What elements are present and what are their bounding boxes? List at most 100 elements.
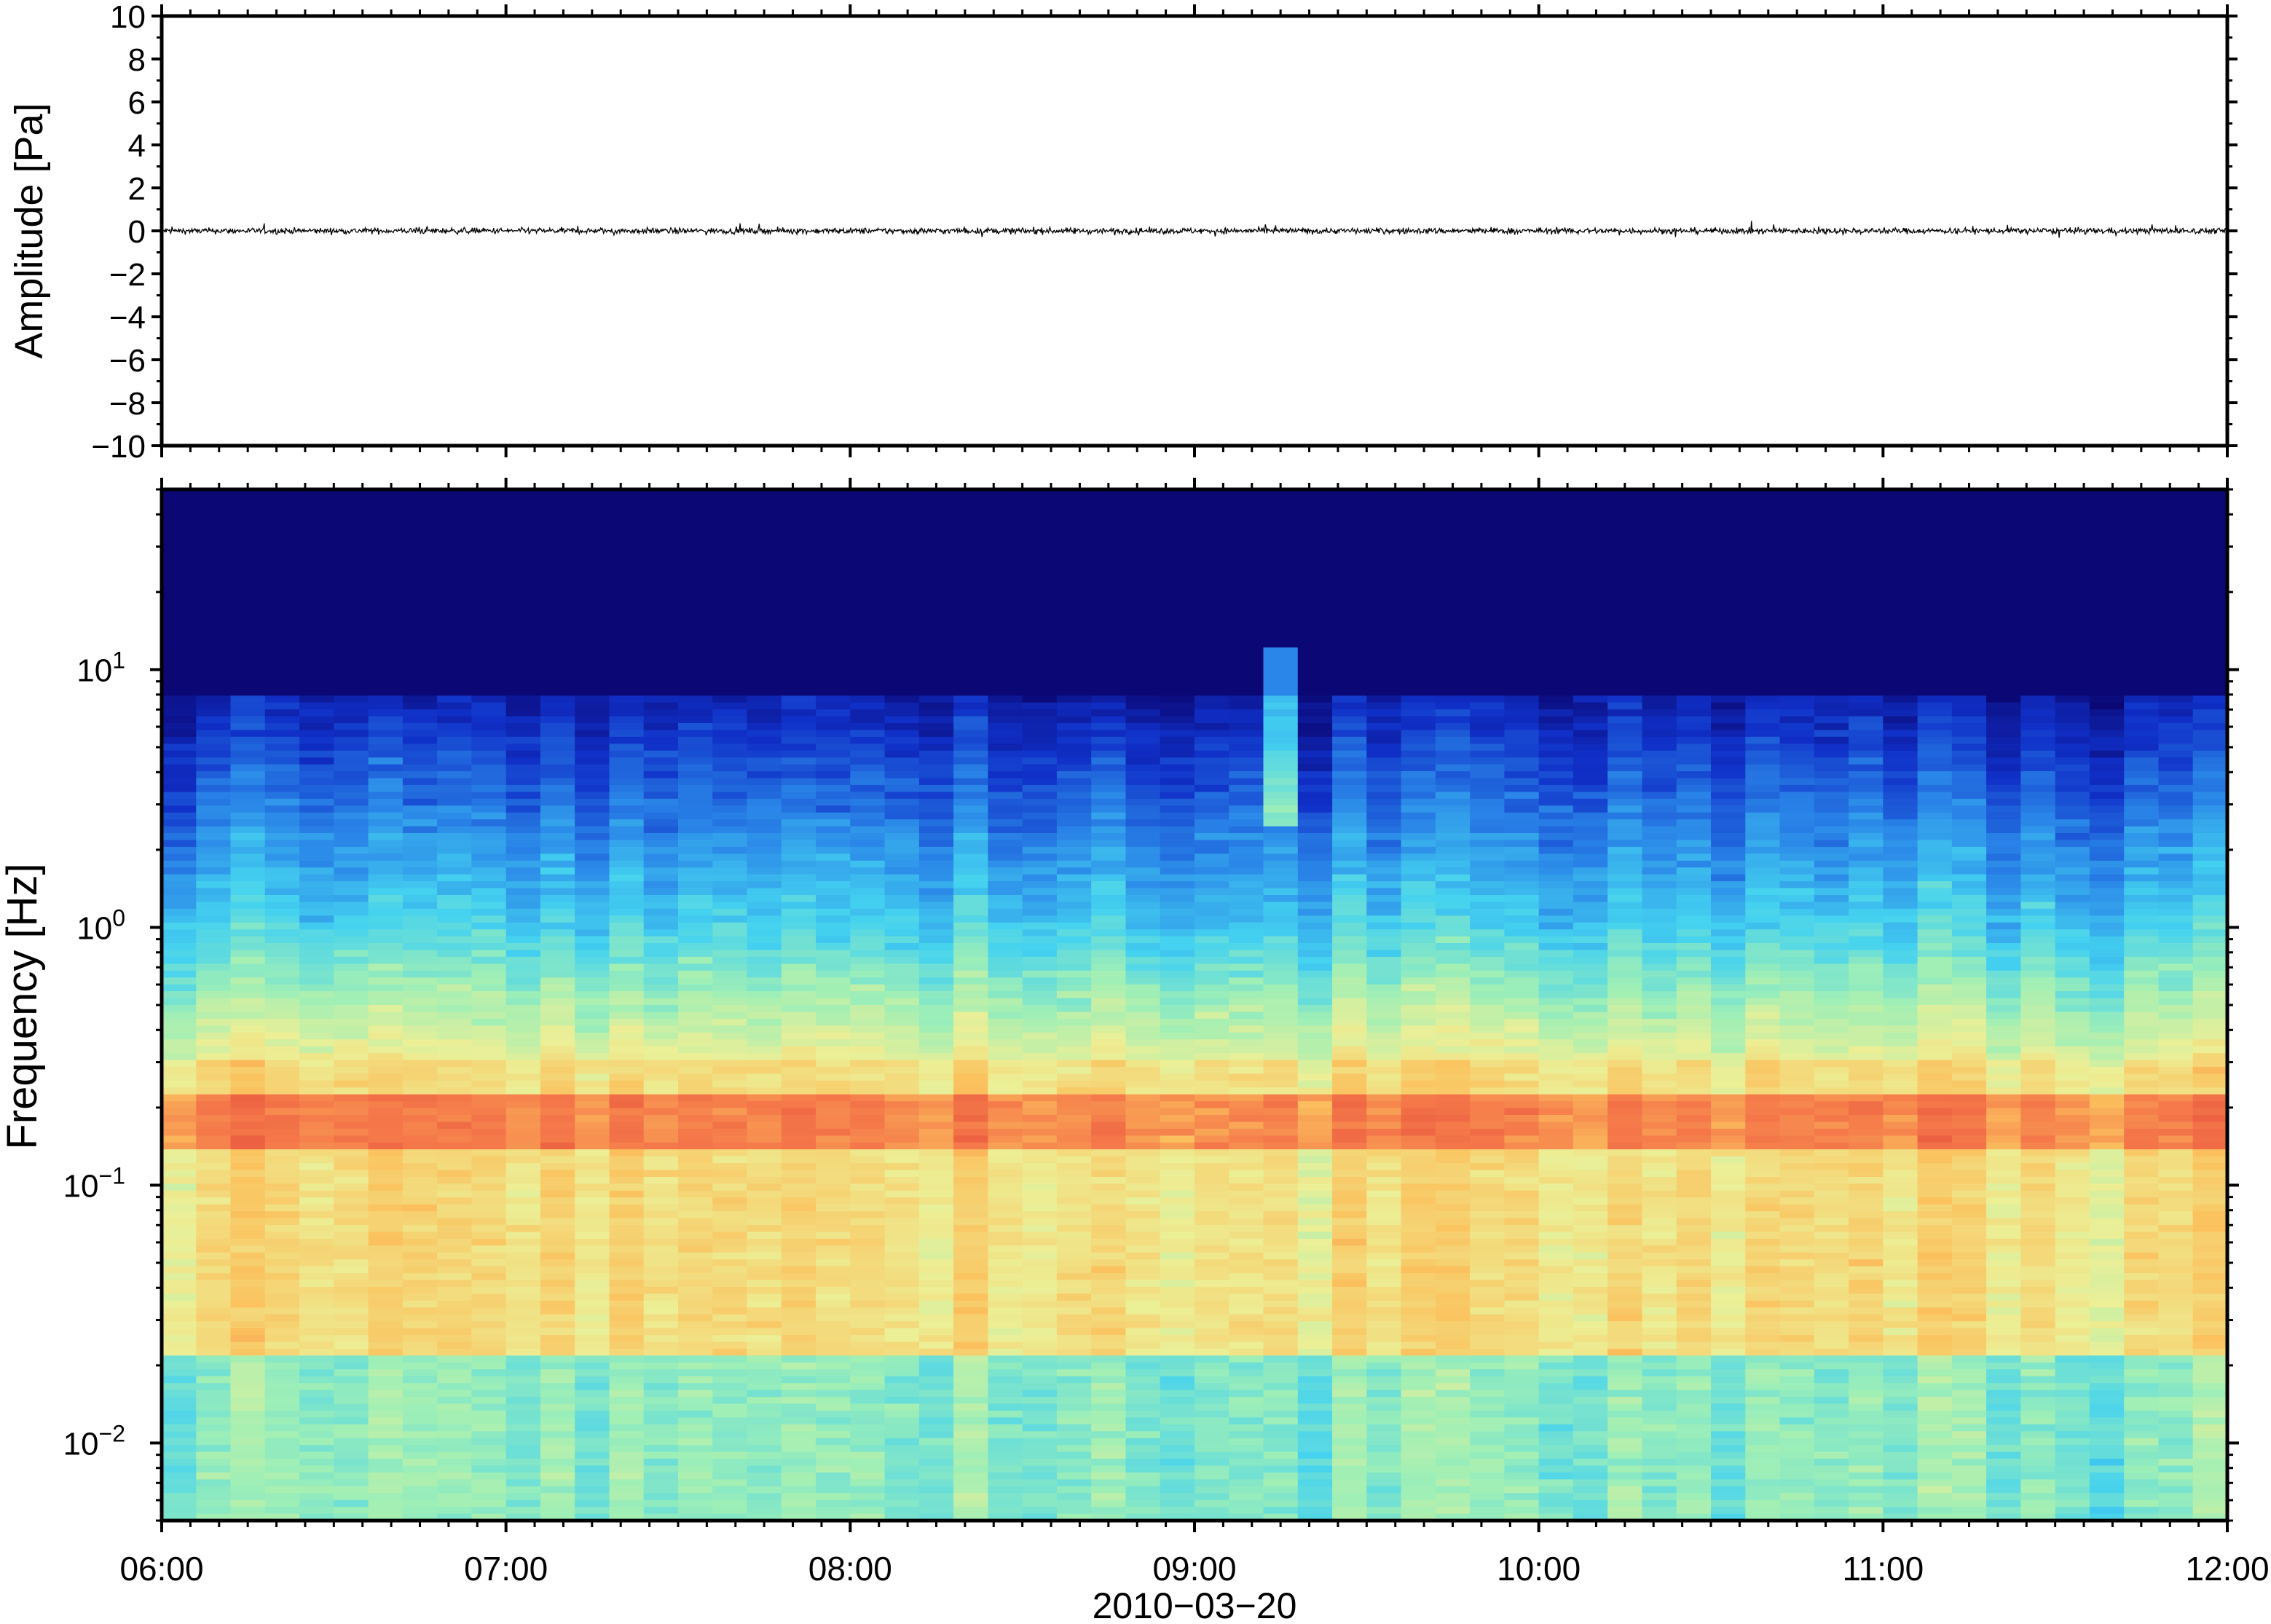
spectrogram-cell xyxy=(781,991,817,999)
spectrogram-cell xyxy=(230,1341,266,1349)
spectrogram-cell xyxy=(264,936,301,944)
spectrogram-cell xyxy=(643,1424,679,1432)
spectrogram-cell xyxy=(402,1231,438,1239)
spectrogram-cell xyxy=(918,1362,955,1371)
spectrogram-cell xyxy=(609,606,645,614)
spectrogram-cell xyxy=(299,1211,335,1219)
spectrogram-cell xyxy=(230,1177,266,1185)
spectrogram-cell xyxy=(334,1122,369,1130)
spectrogram-cell xyxy=(196,1087,232,1095)
spectrogram-cell xyxy=(368,1108,404,1116)
spectrogram-cell xyxy=(781,1225,817,1233)
spectrogram-cell xyxy=(230,1149,266,1157)
spectrogram-cell xyxy=(1160,1314,1195,1323)
spectrogram-cell xyxy=(1229,551,1264,559)
spectrogram-cell xyxy=(1056,626,1093,635)
spectrogram-cell xyxy=(643,1149,679,1157)
spectrogram-cell xyxy=(162,1183,197,1191)
spectrogram-cell xyxy=(953,682,989,690)
spectrogram-cell xyxy=(540,702,576,710)
spectrogram-cell xyxy=(816,1287,851,1295)
spectrogram-cell xyxy=(884,950,920,958)
spectrogram-cell xyxy=(953,854,989,862)
spectrogram-cell xyxy=(712,1156,748,1164)
spectrogram-cell xyxy=(505,551,541,559)
spectrogram-cell xyxy=(1022,626,1058,635)
spectrogram-cell xyxy=(196,1218,232,1226)
spectrogram-cell xyxy=(299,1025,335,1033)
spectrogram-cell xyxy=(402,1218,438,1226)
spectrogram-cell xyxy=(712,1225,748,1233)
spectrogram-cell xyxy=(988,977,1023,985)
spectrogram-cell xyxy=(747,922,782,931)
spectrogram-cell xyxy=(1125,640,1161,649)
spectrogram-cell xyxy=(437,984,473,993)
spectrogram-cell xyxy=(402,1170,438,1178)
spectrogram-cell xyxy=(1229,502,1264,511)
spectrogram-cell xyxy=(402,1018,438,1027)
spectrogram-cell xyxy=(747,778,782,786)
spectrogram-cell xyxy=(505,1115,541,1123)
spectrogram-cell xyxy=(1125,1170,1161,1178)
spectrogram-cell xyxy=(918,620,955,628)
spectrogram-cell xyxy=(1091,586,1127,594)
spectrogram-cell xyxy=(196,1397,232,1405)
spectrogram-cell xyxy=(1125,1053,1161,1061)
spectrogram-cell xyxy=(988,1142,1023,1151)
spectrogram-cell xyxy=(918,1349,955,1357)
spectrogram-cell xyxy=(299,1293,335,1301)
spectrogram-cell xyxy=(988,1183,1023,1191)
spectrogram-cell xyxy=(850,1025,886,1033)
spectrogram-cell xyxy=(1091,1424,1127,1432)
spectrogram-cell xyxy=(334,1355,369,1363)
spectrogram-cell xyxy=(402,750,438,759)
spectrogram-cell xyxy=(643,1293,679,1301)
spectrogram-cell xyxy=(850,661,886,669)
spectrogram-cell xyxy=(334,1094,369,1103)
spectrogram-cell xyxy=(643,867,679,875)
spectrogram-cell xyxy=(471,1273,507,1281)
spectrogram-cell xyxy=(712,798,748,807)
spectrogram-cell xyxy=(609,757,645,765)
spectrogram-cell xyxy=(540,1018,576,1027)
spectrogram-cell xyxy=(575,1287,610,1295)
spectrogram-cell xyxy=(988,1287,1023,1295)
spectrogram-cell xyxy=(471,578,507,587)
spectrogram-cell xyxy=(1056,1094,1093,1103)
spectrogram-cell xyxy=(1229,1170,1264,1178)
spectrogram-cell xyxy=(953,1122,989,1130)
spectrogram-cell xyxy=(575,606,610,614)
spectrogram-cell xyxy=(162,1403,197,1411)
spectrogram-cell xyxy=(918,668,955,676)
spectrogram-cell xyxy=(264,1163,301,1171)
spectrogram-cell xyxy=(884,750,920,759)
spectrogram-cell xyxy=(1160,709,1195,717)
spectrogram-cell xyxy=(712,1383,748,1391)
spectrogram-cell xyxy=(678,1321,714,1329)
spectrogram-cell xyxy=(712,599,748,607)
spectrogram-cell xyxy=(299,1067,335,1075)
spectrogram-cell xyxy=(334,1115,369,1123)
spectrogram-cell xyxy=(299,1170,335,1178)
spectrogram-cell xyxy=(884,778,920,786)
spectrogram-cell xyxy=(264,516,301,525)
spectrogram-cell xyxy=(816,1445,851,1453)
spectrogram-cell xyxy=(402,1424,438,1432)
spectrogram-cell xyxy=(1125,661,1161,669)
spectrogram-cell xyxy=(712,702,748,710)
spectrogram-cell xyxy=(1229,1355,1264,1363)
spectrogram-cell xyxy=(575,634,610,642)
spectrogram-cell xyxy=(747,1293,782,1301)
spectrogram-cell xyxy=(1056,578,1093,587)
spectrogram-cell xyxy=(884,1177,920,1185)
spectrogram-cell xyxy=(162,784,197,793)
spectrogram-cell xyxy=(437,1067,473,1075)
spectrogram-cell xyxy=(1229,874,1264,882)
spectrogram-cell xyxy=(747,1101,782,1109)
spectrogram-cell xyxy=(781,599,817,607)
spectrogram-cell xyxy=(678,606,714,614)
spectrogram-cell xyxy=(402,764,438,772)
spectrogram-cell xyxy=(1022,1115,1058,1123)
spectrogram-cell xyxy=(884,1259,920,1267)
spectrogram-cell xyxy=(1091,1465,1127,1473)
